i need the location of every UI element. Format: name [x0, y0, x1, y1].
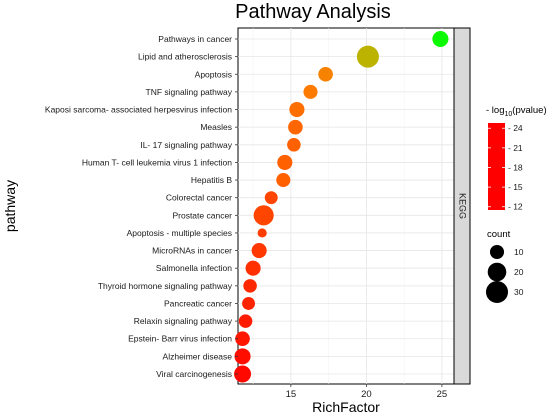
- size-legend: count 10 20 30: [485, 229, 524, 304]
- size-legend-dot: [487, 262, 507, 282]
- y-tick-label: Prostate cancer: [172, 210, 232, 220]
- data-point: [253, 205, 274, 226]
- color-legend-title-prefix: - log: [486, 105, 504, 116]
- data-point: [264, 191, 278, 205]
- data-point: [251, 243, 267, 259]
- data-point: [276, 173, 291, 188]
- y-tick-label: MicroRNAs in cancer: [152, 246, 232, 256]
- y-tick-label: Lipid and atherosclerosis: [138, 52, 232, 62]
- data-point: [243, 279, 257, 293]
- y-tick-label: Pancreatic cancer: [164, 298, 232, 308]
- size-legend-dot: [485, 280, 509, 304]
- y-tick-label: Colorectal cancer: [166, 193, 232, 203]
- size-legend-dot: [489, 244, 505, 260]
- y-tick-label: Kaposi sarcoma- associated herpesvirus i…: [45, 105, 232, 115]
- data-point: [287, 138, 301, 152]
- colorbar-tick-label: - 18: [508, 162, 523, 172]
- y-tick-label: Alzheimer disease: [163, 351, 233, 361]
- y-tick-label: Epstein- Barr virus infection: [128, 334, 232, 344]
- data-point: [234, 365, 252, 383]
- x-tick-label: 25: [437, 389, 448, 400]
- y-tick-label: Viral carcinogenesis: [156, 369, 232, 379]
- y-axis-title: pathway: [2, 180, 18, 232]
- facet-strip-background: [453, 27, 471, 385]
- data-point: [277, 154, 293, 170]
- y-tick-label: Human T- cell leukemia virus 1 infection: [82, 157, 232, 167]
- data-point: [289, 101, 305, 118]
- panel-background: [237, 27, 455, 385]
- y-tick-label: Measles: [200, 122, 232, 132]
- color-legend-title-subscript: 10: [504, 111, 512, 118]
- data-point: [303, 84, 318, 99]
- y-tick-label: Relaxin signaling pathway: [134, 316, 233, 326]
- data-point: [318, 66, 333, 82]
- y-tick-label: Hepatitis B: [191, 175, 232, 185]
- colorbar-tick-label: - 24: [508, 123, 523, 133]
- y-tick-label: IL- 17 signaling pathway: [140, 140, 232, 150]
- chart-title: Pathway Analysis: [235, 1, 391, 23]
- gridlines: [238, 28, 454, 384]
- data-point: [235, 331, 250, 347]
- data-points: [234, 30, 449, 383]
- size-legend-label: 10: [514, 247, 524, 257]
- y-tick-label: TNF signaling pathway: [146, 87, 233, 97]
- data-point: [356, 45, 379, 68]
- data-point: [234, 348, 251, 365]
- color-legend: - log10(pvalue) - 12 - 15 - 18 - 21 - 24: [486, 105, 547, 212]
- colorbar-tick-label: - 15: [508, 182, 523, 192]
- y-tick-label: Apoptosis - multiple species: [127, 228, 232, 238]
- colorbar-ticks: - 12 - 15 - 18 - 21 - 24: [488, 123, 523, 212]
- data-point: [242, 297, 256, 310]
- x-tick-label: 20: [361, 389, 372, 400]
- size-legend-title: count: [487, 229, 511, 240]
- data-point: [257, 228, 267, 238]
- x-tick-label: 15: [286, 389, 297, 400]
- facet-strip: KEGG: [453, 27, 471, 385]
- data-point: [432, 30, 449, 48]
- y-tick-label: Pathways in cancer: [158, 34, 232, 44]
- y-tick-label: Apoptosis: [195, 69, 232, 79]
- color-legend-title: - log10(pvalue): [486, 105, 547, 118]
- y-axis-tick-labels: Pathways in cancer Lipid and atherosclero…: [45, 34, 238, 379]
- colorbar-tick-label: - 21: [508, 143, 523, 153]
- data-point: [238, 314, 253, 328]
- x-axis-ticks: 15 20 25: [286, 384, 448, 400]
- y-tick-label: Thyroid hormone signaling pathway: [98, 281, 233, 291]
- x-axis-title: RichFactor: [312, 399, 380, 415]
- data-point: [245, 260, 261, 276]
- size-legend-label: 20: [514, 267, 524, 277]
- y-tick-label: Salmonella infection: [156, 263, 232, 273]
- data-point: [288, 119, 303, 135]
- facet-strip-label: KEGG: [458, 193, 468, 219]
- colorbar: [488, 123, 505, 210]
- plot-panel: [234, 27, 455, 385]
- size-legend-label: 30: [514, 287, 524, 297]
- color-legend-title-suffix: (pvalue): [512, 105, 546, 116]
- colorbar-tick-label: - 12: [508, 202, 523, 212]
- size-legend-entries: 10 20 30: [485, 244, 524, 304]
